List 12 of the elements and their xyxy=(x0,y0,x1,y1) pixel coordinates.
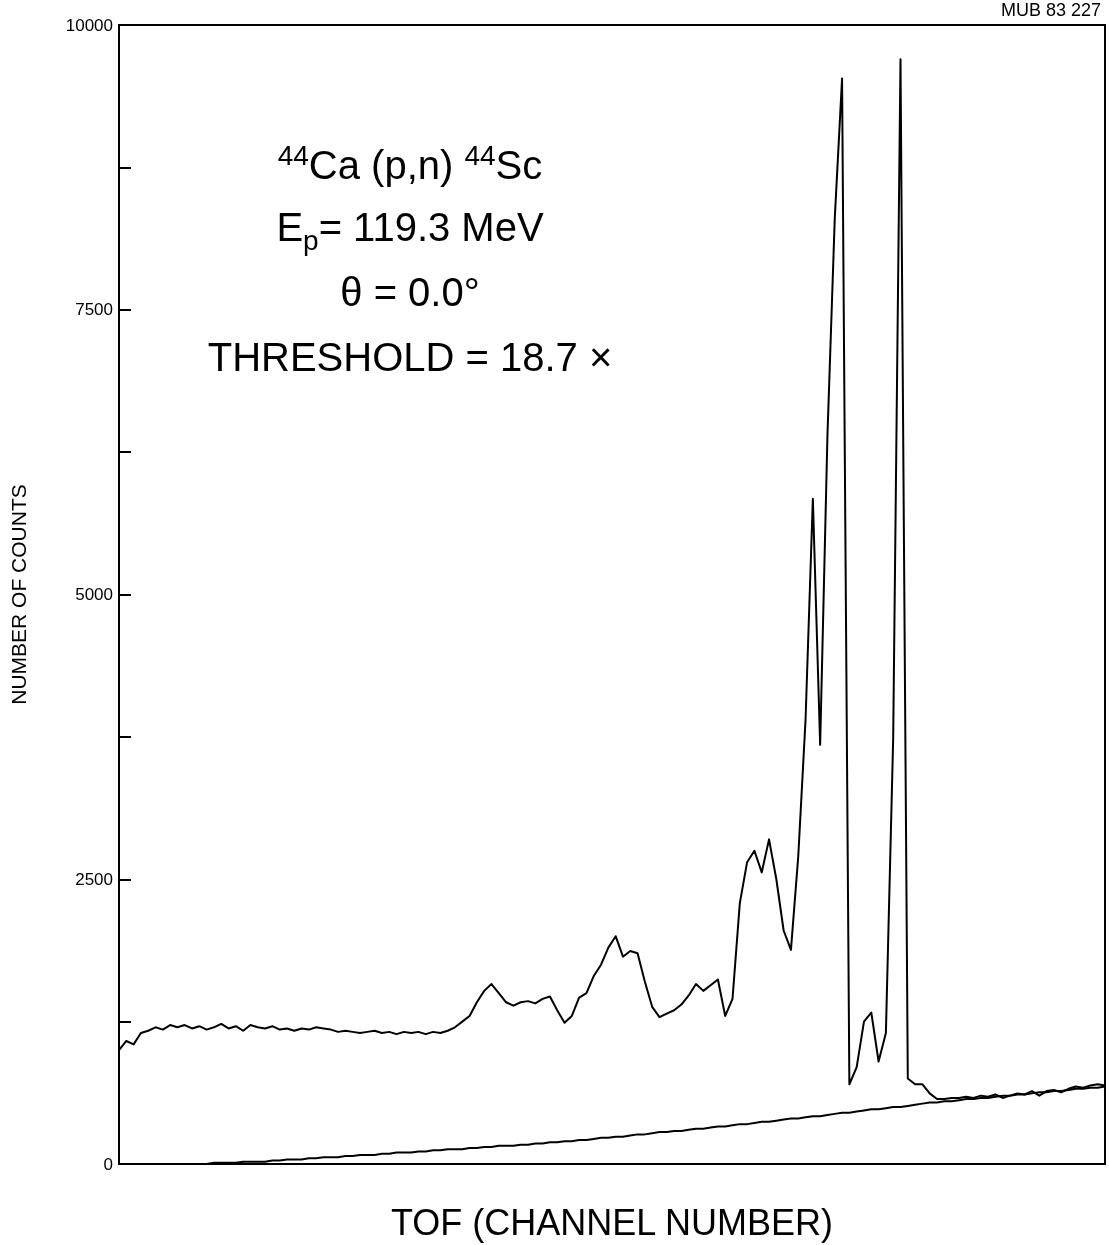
annotation: THRESHOLD = 18.7 × xyxy=(207,335,613,380)
annotation: θ = 0.0° xyxy=(340,270,480,315)
text: MUB 83 227 xyxy=(1000,0,1101,21)
annotation: $^{44}$Ca (p,n) $^{44}$Sc xyxy=(277,140,543,189)
y-axis-title: NUMBER OF COUNTS xyxy=(7,484,30,705)
annotation: E$_{p}$= 119.3 MeV xyxy=(276,205,544,257)
x-axis-title: TOF (CHANNEL NUMBER) xyxy=(390,1201,834,1243)
y-tick-label: 2500 xyxy=(75,869,113,889)
y-tick-label: 5000 xyxy=(75,585,113,604)
y-tick-label: 0 xyxy=(103,1154,113,1174)
y-tick-label: 7500 xyxy=(75,300,113,320)
y-tick-label: 10000 xyxy=(65,15,113,35)
